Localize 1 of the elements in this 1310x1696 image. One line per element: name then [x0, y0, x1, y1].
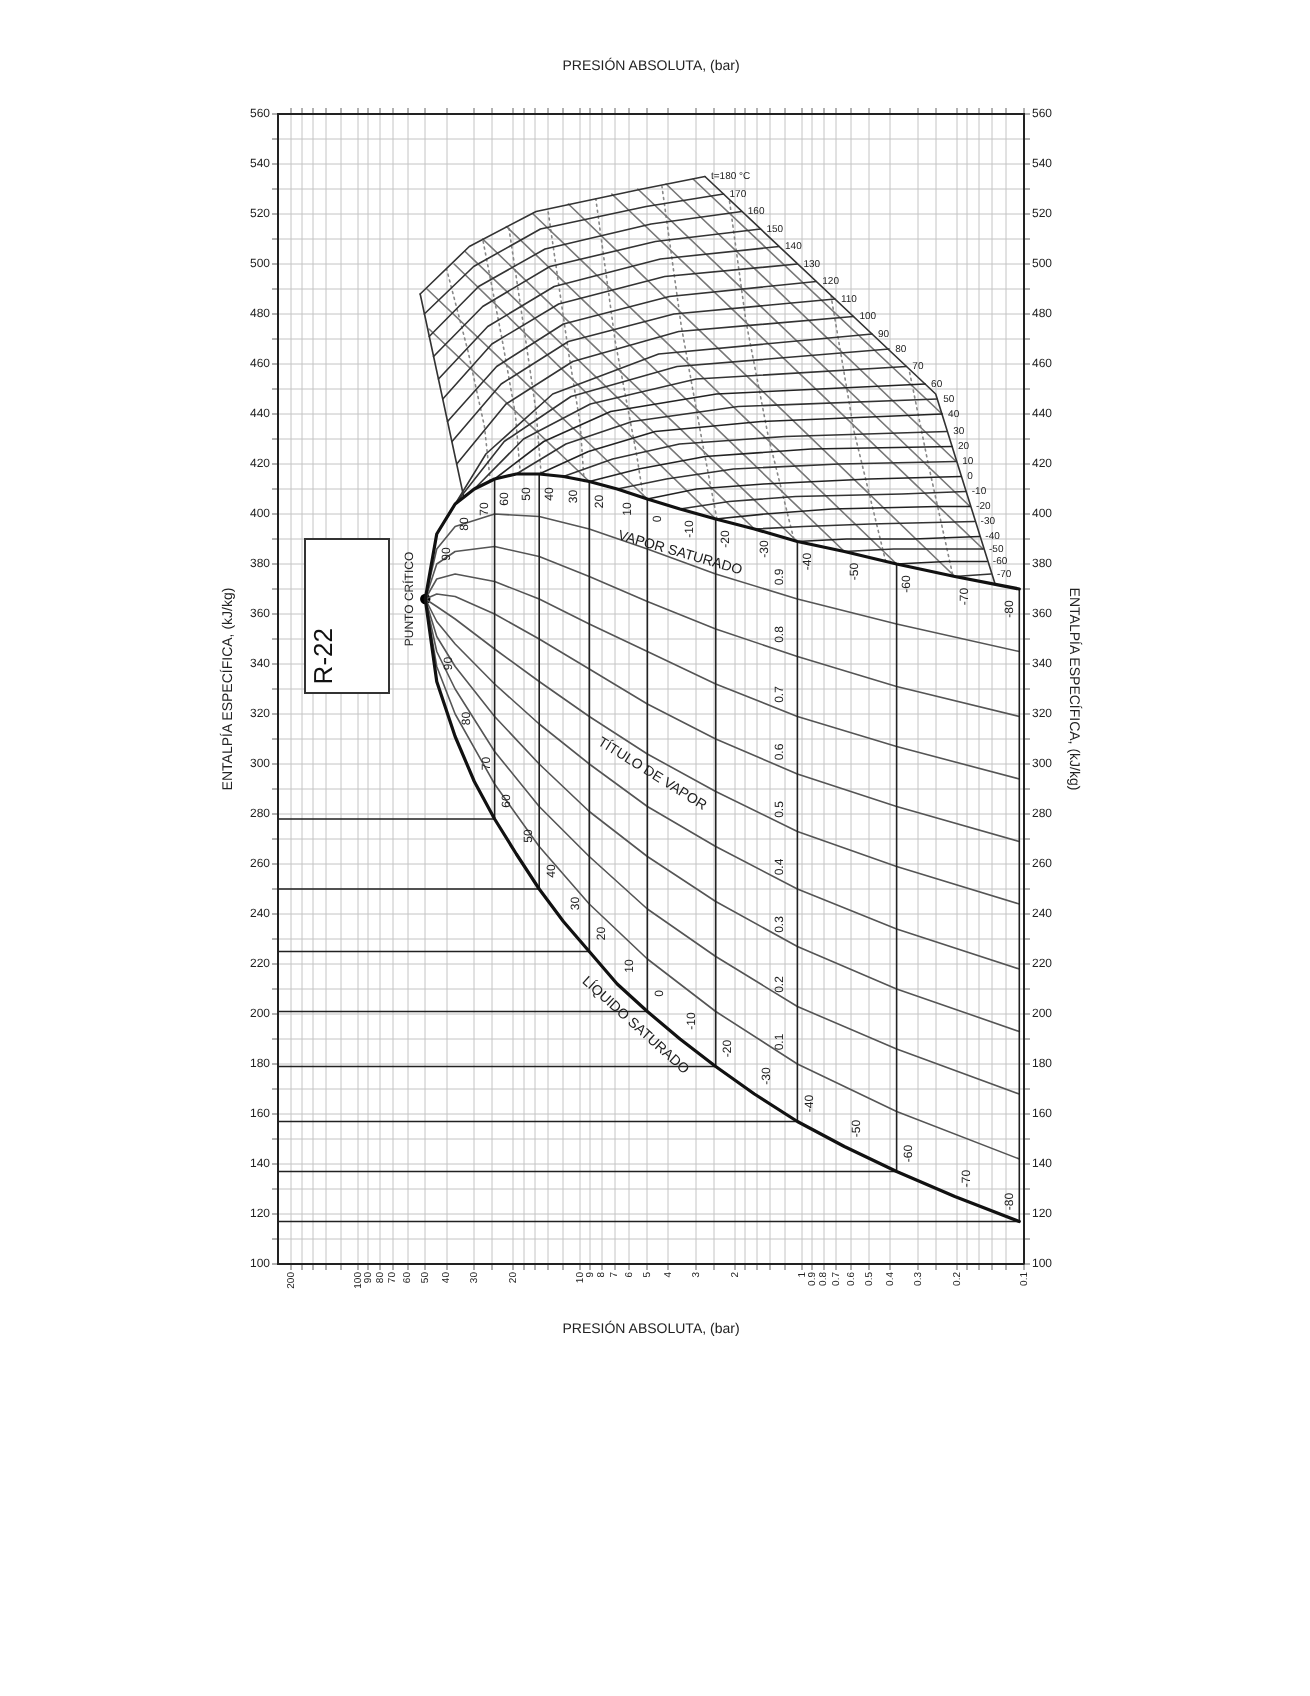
title-box: R-22 [304, 538, 390, 694]
